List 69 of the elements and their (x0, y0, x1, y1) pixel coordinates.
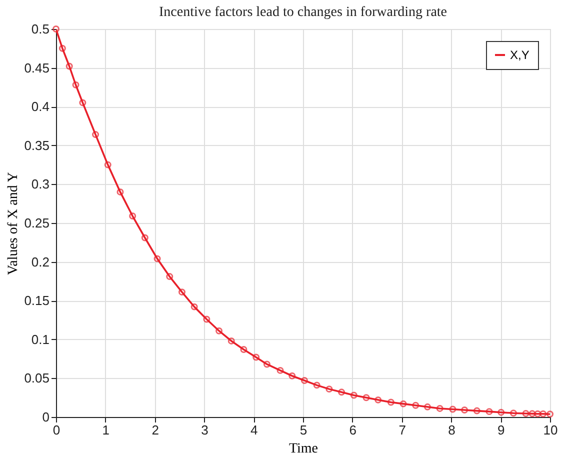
y-tick-label: 0 (42, 410, 50, 424)
point (338, 388, 346, 396)
point (412, 402, 420, 409)
point (424, 403, 431, 410)
x-tick-label: 10 (543, 422, 558, 438)
point (473, 407, 480, 414)
point (461, 406, 468, 414)
point (228, 337, 235, 344)
point (72, 81, 80, 88)
point (313, 382, 320, 389)
point (178, 288, 186, 296)
point (166, 273, 174, 280)
point (288, 372, 296, 380)
point (326, 386, 333, 393)
x-tick-label: 7 (398, 422, 406, 438)
point (362, 394, 370, 402)
point (400, 400, 407, 408)
point (79, 99, 86, 106)
x-tick-label: 1 (102, 422, 110, 438)
x-tick-label: 2 (152, 422, 159, 438)
point (141, 234, 148, 242)
point (66, 62, 73, 70)
point (387, 398, 394, 406)
y-tick-label: 0.15 (24, 293, 50, 308)
point (449, 406, 456, 413)
point (528, 410, 536, 418)
legend-label: X,Y (510, 48, 530, 62)
y-tick-label: 0.1 (31, 332, 50, 347)
chart-title: Incentive factors lead to changes in forwarding rate (158, 5, 448, 20)
y-tick-label: 0.05 (24, 370, 50, 386)
y-tick-label: 0.2 (31, 254, 50, 270)
y-tick-label: 0.3 (31, 176, 50, 192)
point (252, 354, 260, 361)
point (92, 131, 100, 138)
point (510, 410, 517, 417)
x-tick-label: 9 (497, 422, 505, 438)
point (154, 255, 161, 262)
y-tick-label: 0.25 (24, 216, 50, 230)
point (540, 410, 547, 418)
point (190, 303, 198, 310)
point (534, 410, 542, 418)
point (129, 212, 136, 220)
x-axis-title: Time (288, 442, 318, 456)
point (116, 188, 124, 196)
y-axis-title: Values of X and Y (6, 172, 22, 275)
y-tick-label: 0.45 (24, 60, 50, 76)
y-tick-label: 0.5 (31, 22, 50, 36)
point (436, 404, 444, 412)
point (350, 392, 358, 399)
x-tick-label: 3 (201, 422, 208, 438)
point (522, 410, 530, 417)
point (203, 316, 210, 323)
point (300, 377, 308, 384)
point (498, 408, 505, 416)
y-tick-label: 0.35 (24, 138, 50, 153)
point (216, 327, 223, 334)
x-tick-label: 8 (448, 422, 456, 438)
point (104, 161, 112, 168)
point (58, 44, 66, 52)
point (486, 408, 493, 416)
point (263, 360, 270, 368)
point (276, 366, 284, 374)
y-tick-label: 0.4 (31, 99, 50, 114)
point (374, 396, 382, 404)
x-tick-label: 6 (349, 422, 357, 438)
point (240, 346, 248, 353)
x-tick-label: 5 (300, 422, 308, 438)
x-tick-label: 0 (52, 422, 60, 438)
x-tick-label: 4 (250, 422, 258, 438)
